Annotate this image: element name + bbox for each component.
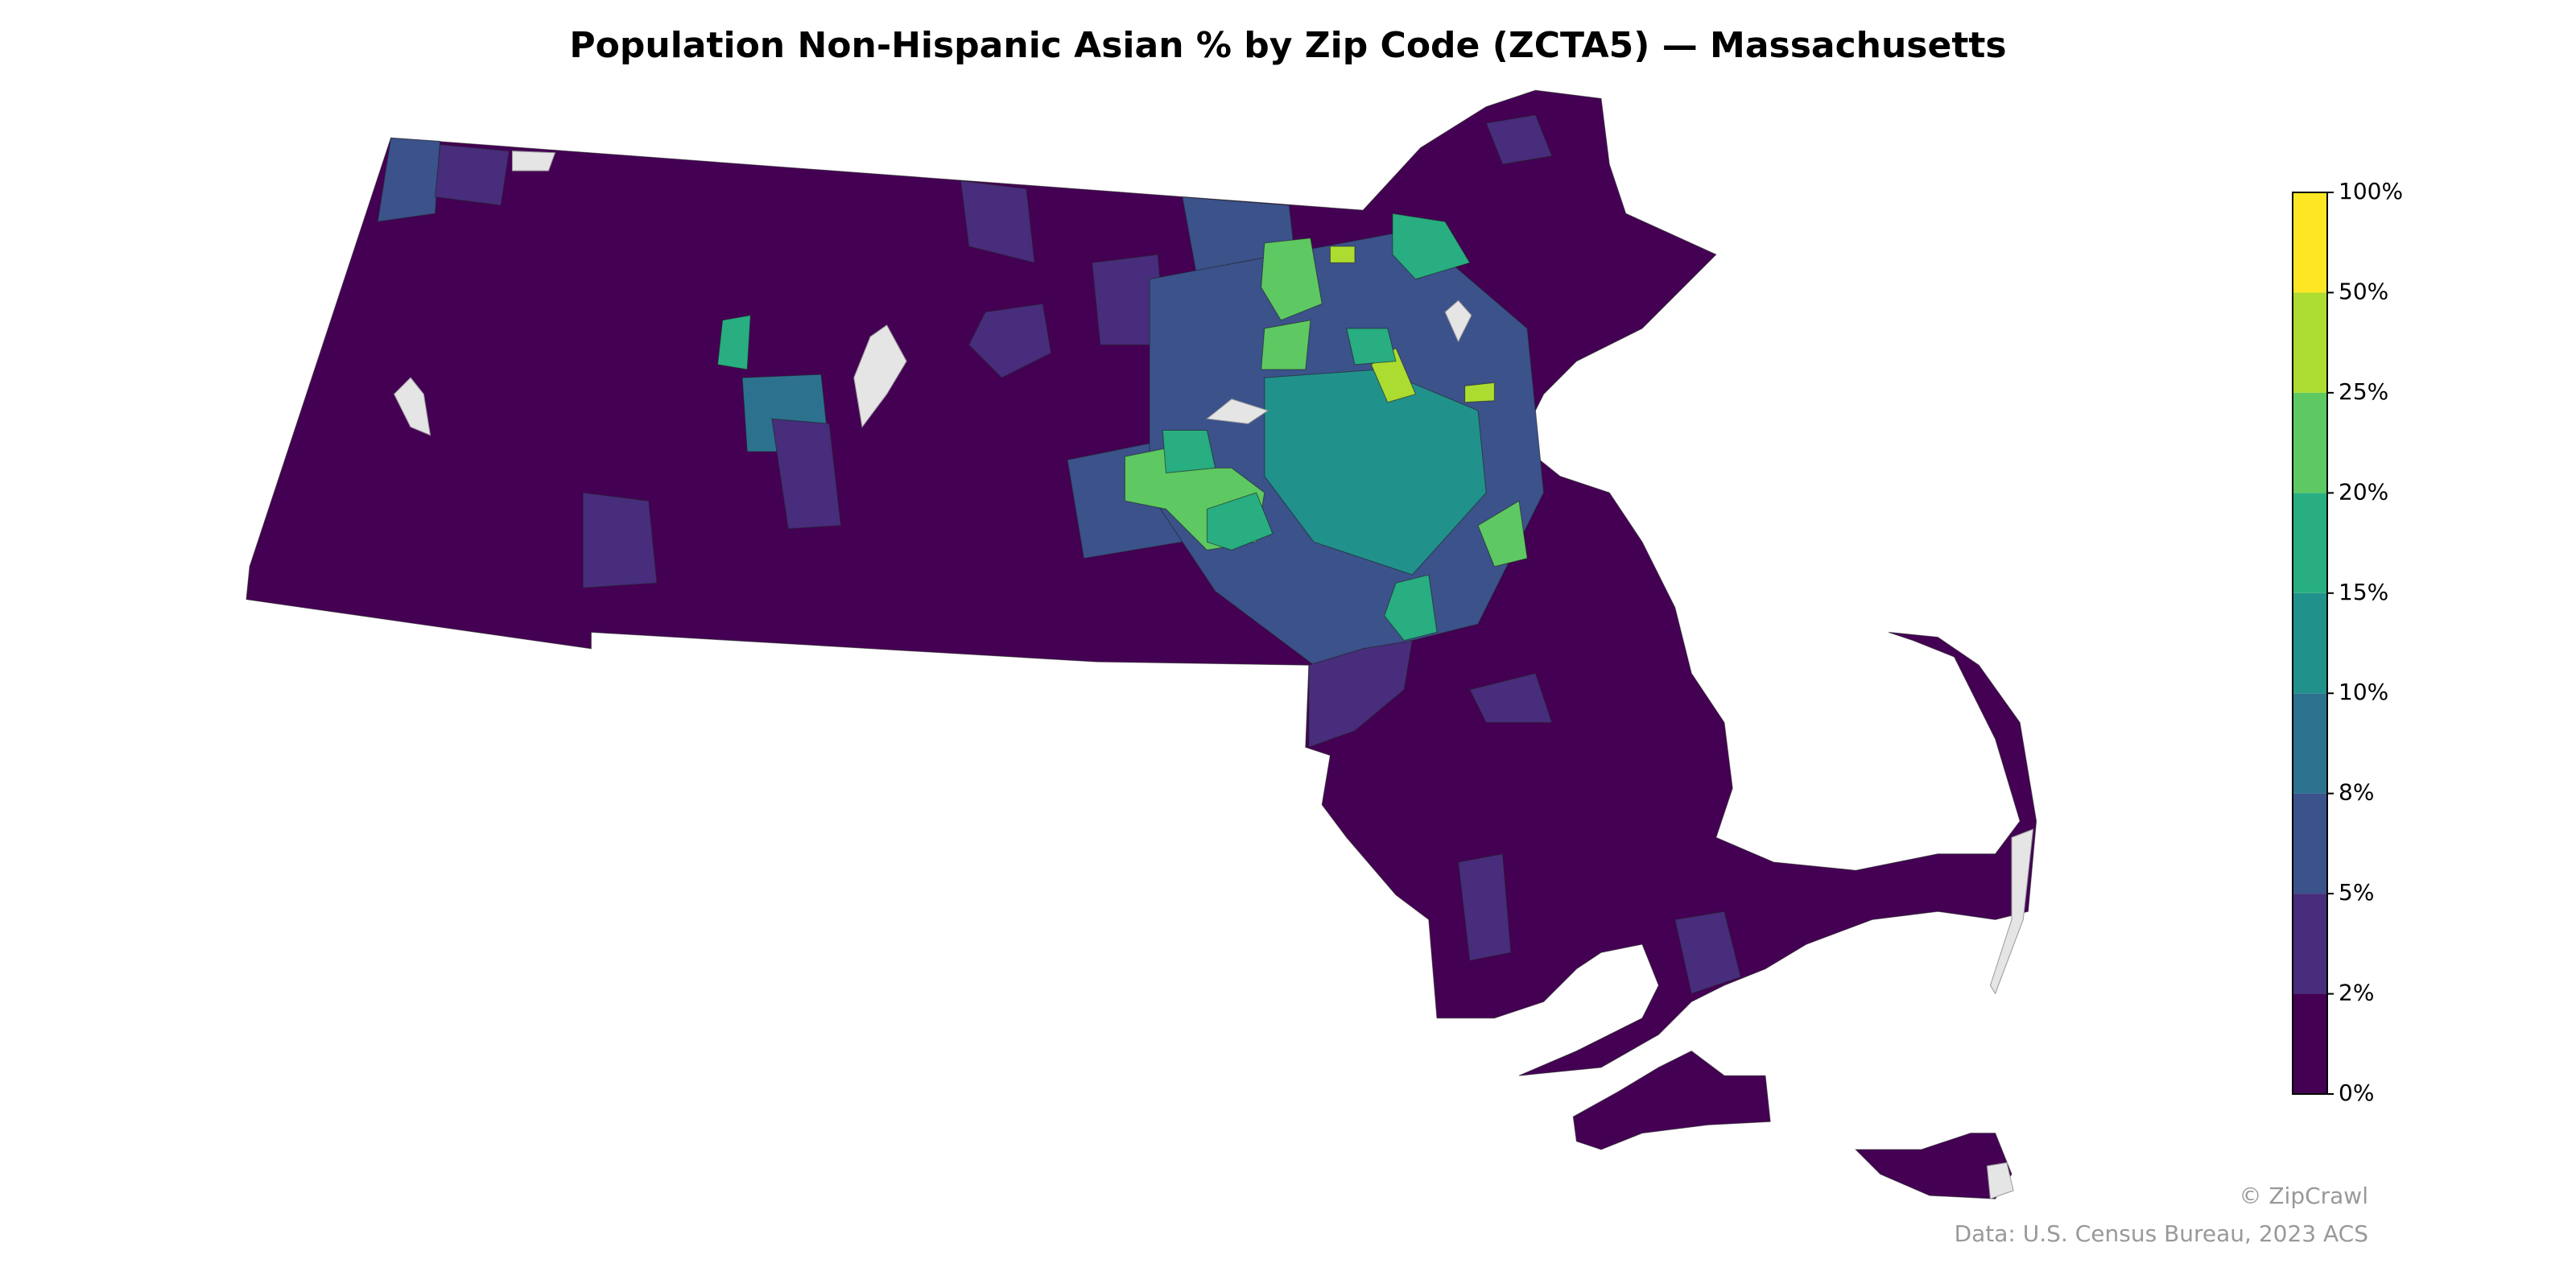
colorbar-segment [2293,993,2327,1094]
credit: © ZipCrawl [2239,1183,2368,1209]
zone [1477,500,1528,568]
zone [1308,639,1414,748]
nantucket [1854,1133,2013,1199]
colorbar-tick-label: 8% [2339,779,2374,806]
colorbar-segment [2293,392,2327,493]
zone [1469,672,1553,724]
water-area [1989,828,2034,995]
zone [1392,213,1471,280]
zone [1464,382,1495,403]
zone [377,137,441,223]
zone [716,315,751,370]
colorbar-tick-label: 2% [2339,980,2374,1006]
zone [1346,328,1397,365]
water-area [1986,1162,2014,1199]
water-area [853,324,907,428]
zone [1485,114,1553,165]
water-area [393,377,431,436]
colorbar: 0% 2% 5% 8% 10% 15% 20% 25% 50% 100% [2292,178,2403,1106]
zone [960,180,1035,264]
colorbar-segment [2293,592,2327,694]
data-source: Data: U.S. Census Bureau, 2023 ACS [1955,1220,2368,1247]
state-mainland [246,89,2037,1076]
colorbar-frame [2292,192,2328,1095]
colorbar-segment [2293,693,2327,794]
zone [968,303,1052,378]
zone [771,418,842,530]
water-area [1206,398,1269,424]
water-area [1444,299,1472,343]
zone [435,143,510,206]
colorbar-tick-label: 5% [2339,879,2374,906]
zone [1162,429,1216,474]
colorbar-segment [2293,192,2327,293]
marthas-vineyard [1572,1051,1771,1150]
zone [1261,237,1323,321]
zone [1384,574,1438,642]
zone [1457,853,1512,962]
zone [1206,492,1274,551]
chart-title: Population Non-Hispanic Asian % by Zip C… [569,25,2006,66]
colorbar-segment [2293,292,2327,393]
zone [1329,246,1356,263]
colorbar-tick-label: 20% [2339,478,2388,505]
zone [1261,320,1311,370]
colorbar-tick-label: 15% [2339,579,2388,605]
state-map [246,89,2037,1199]
colorbar-tick-label: 100% [2339,178,2403,204]
colorbar-tick-label: 50% [2339,278,2388,304]
colorbar-segment [2293,793,2327,894]
colorbar-tick-label: 0% [2339,1080,2374,1106]
colorbar-tick-label: 25% [2339,378,2388,405]
colorbar-segment [2293,894,2327,994]
zone [582,492,658,588]
colorbar-tick-label: 10% [2339,679,2388,705]
zone [1674,910,1742,994]
colorbar-segment [2293,493,2327,593]
water-area [511,151,556,171]
